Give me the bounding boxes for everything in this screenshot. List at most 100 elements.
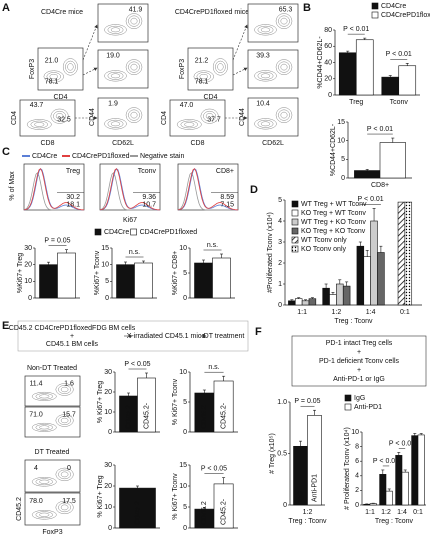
contour [280, 111, 288, 119]
x-tick-label: 0:1 [400, 309, 410, 316]
annotation: P < 0.01 [373, 458, 399, 465]
bar [308, 298, 317, 306]
y-tick-label: 10 [337, 138, 345, 145]
y-tick-label: 10 [104, 409, 112, 416]
panel-letter: F [255, 326, 262, 338]
group-title: CD4CrePD1floxed mice [175, 9, 249, 16]
contour [60, 386, 69, 393]
bar-label: CD45.2- [220, 498, 227, 525]
bar [119, 487, 156, 529]
contour [35, 478, 53, 486]
x-tick-label: 1:1 [297, 309, 307, 316]
histogram-number: 7.15 [220, 201, 234, 208]
panel-letter: C [2, 146, 10, 158]
legend-label: WT Tconv only [301, 237, 347, 244]
contour [35, 511, 53, 519]
contour [125, 13, 143, 29]
flow-plot [37, 47, 84, 91]
contour [58, 502, 72, 513]
contour [257, 71, 274, 80]
flow-x-label: CD8 [40, 140, 54, 147]
x-tick-label: 0:1 [413, 509, 423, 516]
flow-plot [24, 406, 81, 438]
legend-swatch [291, 245, 299, 253]
contour [254, 118, 277, 130]
y-tick-label: 0 [355, 502, 359, 509]
contour [55, 467, 74, 482]
y-tick-label: 0.5 [277, 450, 287, 457]
y-tick-label: 0 [341, 175, 345, 182]
contour [35, 424, 53, 431]
legend-label: CD4Cre [32, 153, 57, 160]
flow-number: 39.3 [256, 53, 270, 60]
legend-label: CD4Cre [104, 229, 129, 236]
contour [196, 72, 211, 81]
y-tick-label: 20 [24, 262, 32, 269]
x-tick-label: 1:4 [397, 509, 407, 516]
histogram-curve [23, 168, 85, 211]
scheme-text: DT treatment [204, 333, 245, 340]
y-tick-label: 1.0 [277, 399, 287, 406]
bar [354, 170, 381, 179]
scheme-text: Anti-PD-1 or IgG [333, 376, 385, 383]
y-tick-label: 10 [179, 483, 187, 490]
bar [385, 490, 393, 506]
histogram-curve [99, 168, 161, 211]
arrow [82, 24, 98, 61]
legend-label: Anti-PD1 [354, 404, 382, 411]
y-tick-label: 10 [179, 245, 187, 252]
arrow [82, 67, 98, 76]
flow-plot [247, 49, 299, 89]
y-tick-label: 5 [183, 270, 187, 277]
x-tick-label: 1:1 [365, 509, 375, 516]
y-tick-label: 10 [179, 369, 187, 376]
bar [379, 474, 387, 506]
contour [39, 512, 50, 517]
contour [104, 24, 127, 36]
panel-letter: E [2, 320, 9, 332]
y-tick-label: 10 [24, 278, 32, 285]
flow-x-label: CD8 [190, 140, 204, 147]
y-axis-label: #Proliferated Tconv (x10⁴) [267, 212, 274, 293]
flow-number: 21.2 [195, 57, 209, 64]
y-axis-label: %Ki67+ Tconv [94, 250, 101, 295]
y-tick-label: 4 [278, 218, 282, 225]
flow-y-label: CD4 [11, 111, 18, 125]
panel-letter: D [250, 184, 258, 196]
annotation: P = 0.05 [294, 398, 320, 405]
legend-swatch [94, 228, 102, 236]
flow-number: 32.5 [57, 117, 71, 124]
flow-number: 15.7 [62, 411, 76, 418]
y-tick-label: 15 [101, 245, 109, 252]
flow-plot [247, 97, 299, 137]
flow-number: 19.0 [106, 53, 120, 60]
bar-label: IgG [297, 491, 304, 502]
flow-number: 10.4 [256, 101, 270, 108]
histogram-curve [23, 172, 84, 211]
contour [55, 414, 74, 427]
x-tick-label: CD8+ [371, 182, 389, 189]
contour [60, 471, 69, 478]
y-tick-label: 2 [278, 260, 282, 267]
y-tick-label: 30 [24, 245, 32, 252]
bar [379, 142, 406, 179]
flow-number: 71.0 [29, 411, 43, 418]
y-tick-label: 40 [324, 59, 332, 66]
flow-number: 17.5 [62, 498, 76, 505]
bar [417, 434, 425, 506]
contour [107, 119, 124, 128]
legend-label: KO Treg + WT Tconv [301, 210, 366, 217]
flow-plot [19, 99, 76, 137]
bar-label: CD45.2 [134, 501, 141, 525]
contour [31, 422, 57, 432]
histogram-number: 8.59 [220, 194, 234, 201]
contour [215, 60, 226, 74]
legend-swatch [344, 394, 352, 402]
x-tick-label: Treg [349, 99, 363, 106]
bar [329, 294, 337, 306]
bar [57, 252, 76, 299]
contour [107, 71, 124, 80]
contour [260, 121, 271, 127]
legend-swatch [344, 403, 352, 411]
bar [363, 503, 371, 506]
